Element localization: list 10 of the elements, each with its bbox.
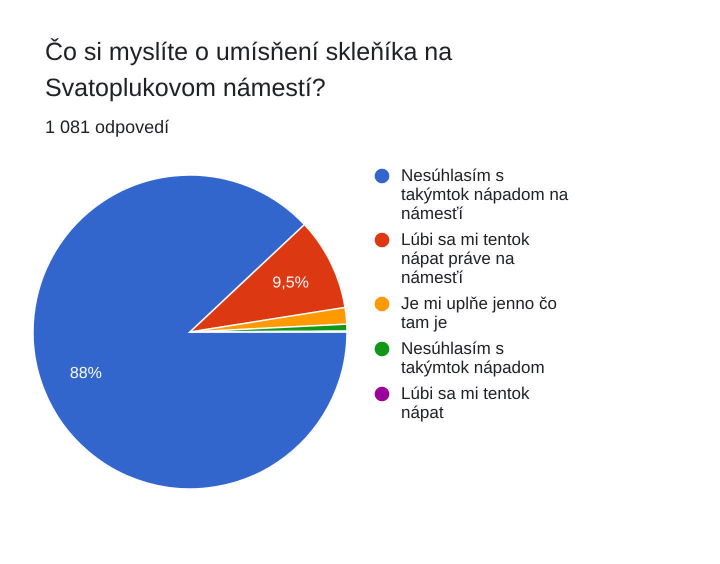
pie-slice xyxy=(32,174,348,490)
legend-label: Lúbi sa mi tentok nápat xyxy=(401,384,530,422)
data-label: 88% xyxy=(70,365,102,382)
legend-label: Nesúhlasím s takýmtok nápadom xyxy=(401,339,545,377)
data-label: 9,5% xyxy=(272,274,309,292)
legend-label: Nesúhlasím s takýmtok nápadom na námesťí xyxy=(401,166,569,223)
chart-title: Čo si myslíte o umísňení skleňíka na Svatoplukovom námestí? xyxy=(45,38,452,102)
chart-subtitle: 1 081 odpovedí xyxy=(45,117,170,137)
legend-label: Lúbi sa mi tentok nápat práve na námesťí xyxy=(401,230,530,287)
legend-label: Je mi uplňe jenno čo tam je xyxy=(401,294,557,332)
